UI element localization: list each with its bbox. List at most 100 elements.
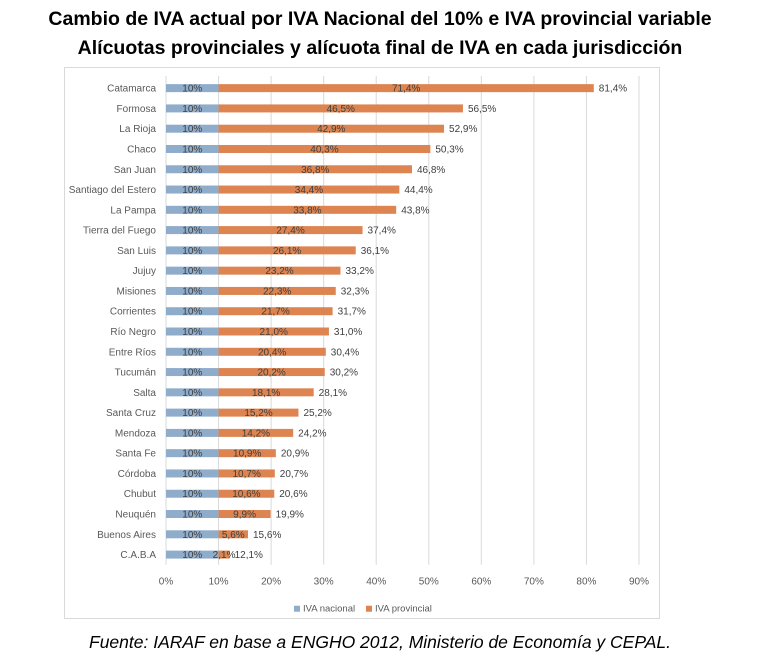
data-label-nacional: 10% <box>182 205 202 216</box>
data-label-nacional: 10% <box>182 550 202 561</box>
data-label-nacional: 10% <box>182 124 202 135</box>
data-label-provincial: 71,4% <box>392 84 420 95</box>
data-label-provincial: 2,1% <box>213 550 236 561</box>
bar-iva-provincial <box>218 266 341 275</box>
data-label-nacional: 10% <box>182 104 202 115</box>
data-label-total: 50,3% <box>435 144 463 155</box>
bar-iva-nacional <box>166 226 219 235</box>
bar-iva-nacional <box>166 388 219 397</box>
category-label: Chaco <box>127 144 156 155</box>
legend-swatch-nacional <box>294 605 300 612</box>
data-label-provincial: 46,5% <box>327 104 355 115</box>
bar-iva-provincial <box>218 124 445 133</box>
data-label-nacional: 10% <box>182 327 202 338</box>
bar-iva-provincial <box>218 327 329 336</box>
chart-title: Cambio de IVA actual por IVA Nacional de… <box>48 8 712 30</box>
bar-iva-nacional <box>166 510 219 519</box>
data-label-total: 20,6% <box>279 489 307 500</box>
category-label: Buenos Aires <box>97 530 156 541</box>
data-label-total: 12,1% <box>235 550 263 561</box>
bar-iva-nacional <box>166 307 219 316</box>
data-label-total: 81,4% <box>599 84 627 95</box>
bar-iva-provincial <box>218 144 431 153</box>
data-label-provincial: 21,0% <box>260 327 288 338</box>
bar-iva-provincial <box>218 246 356 255</box>
category-label: Corrientes <box>110 307 156 318</box>
category-label: Río Negro <box>110 327 156 338</box>
data-label-provincial: 33,8% <box>293 205 321 216</box>
bar-iva-nacional <box>166 469 219 478</box>
bar-iva-provincial <box>218 469 275 478</box>
bar-iva-provincial <box>218 550 230 559</box>
x-tick-label: 50% <box>419 577 439 588</box>
bar-iva-provincial <box>218 165 412 174</box>
bar-iva-provincial <box>218 205 397 214</box>
bar-iva-nacional <box>166 165 219 174</box>
bar-iva-provincial <box>218 226 363 235</box>
data-label-provincial: 40,3% <box>310 144 338 155</box>
bar-iva-provincial <box>218 84 594 93</box>
category-label: Mendoza <box>115 428 157 439</box>
data-label-total: 46,8% <box>417 165 445 176</box>
data-label-provincial: 36,8% <box>301 165 329 176</box>
data-label-nacional: 10% <box>182 84 202 95</box>
data-label-nacional: 10% <box>182 165 202 176</box>
category-label: San Luis <box>117 246 156 257</box>
bar-iva-nacional <box>166 530 219 539</box>
data-label-total: 36,1% <box>361 246 389 257</box>
source-note: Fuente: IARAF en base a ENGHO 2012, Mini… <box>89 632 671 652</box>
bar-iva-nacional <box>166 84 219 93</box>
data-label-nacional: 10% <box>182 408 202 419</box>
data-label-provincial: 5,6% <box>222 530 245 541</box>
bar-iva-nacional <box>166 266 219 275</box>
x-tick-label: 80% <box>576 577 596 588</box>
data-label-total: 56,5% <box>468 104 496 115</box>
bar-iva-nacional <box>166 489 219 498</box>
x-tick-label: 40% <box>366 577 386 588</box>
category-label: C.A.B.A <box>120 550 156 561</box>
data-label-provincial: 27,4% <box>276 226 304 237</box>
data-label-provincial: 15,2% <box>244 408 272 419</box>
data-label-nacional: 10% <box>182 286 202 297</box>
data-label-nacional: 10% <box>182 388 202 399</box>
bar-iva-provincial <box>218 307 333 316</box>
data-label-provincial: 10,6% <box>232 489 260 500</box>
category-label: San Juan <box>114 165 156 176</box>
x-tick-label: 90% <box>629 577 649 588</box>
bar-iva-nacional <box>166 286 219 295</box>
data-label-total: 30,2% <box>330 368 358 379</box>
data-label-total: 15,6% <box>253 530 281 541</box>
category-label: Santa Fe <box>115 449 156 460</box>
data-label-total: 30,4% <box>331 347 359 358</box>
data-label-provincial: 22,3% <box>263 286 291 297</box>
category-label: Córdoba <box>118 469 157 480</box>
x-tick-label: 70% <box>524 577 544 588</box>
data-label-provincial: 21,7% <box>261 307 289 318</box>
data-label-provincial: 14,2% <box>242 428 270 439</box>
bar-iva-provincial <box>218 489 275 498</box>
bar-iva-nacional <box>166 124 219 133</box>
x-tick-label: 30% <box>314 577 334 588</box>
data-label-nacional: 10% <box>182 266 202 277</box>
data-label-nacional: 10% <box>182 449 202 460</box>
bar-iva-nacional <box>166 408 219 417</box>
bar-iva-provincial <box>218 530 248 539</box>
category-label: Tucumán <box>115 368 156 379</box>
category-label: La Pampa <box>110 205 156 216</box>
bar-iva-nacional <box>166 449 219 458</box>
category-label: Santiago del Estero <box>69 185 157 196</box>
data-label-total: 52,9% <box>449 124 477 135</box>
data-label-nacional: 10% <box>182 530 202 541</box>
data-label-nacional: 10% <box>182 368 202 379</box>
data-label-total: 44,4% <box>404 185 432 196</box>
bar-iva-nacional <box>166 185 219 194</box>
legend-swatch-provincial <box>366 605 372 612</box>
data-label-provincial: 20,4% <box>258 347 286 358</box>
data-label-provincial: 34,4% <box>295 185 323 196</box>
data-label-provincial: 10,7% <box>232 469 260 480</box>
bar-iva-nacional <box>166 205 219 214</box>
data-label-total: 20,7% <box>280 469 308 480</box>
bar-iva-provincial <box>218 368 325 377</box>
chart-subtitle: Alícuotas provinciales y alícuota final … <box>77 37 683 59</box>
data-label-provincial: 42,9% <box>317 124 345 135</box>
